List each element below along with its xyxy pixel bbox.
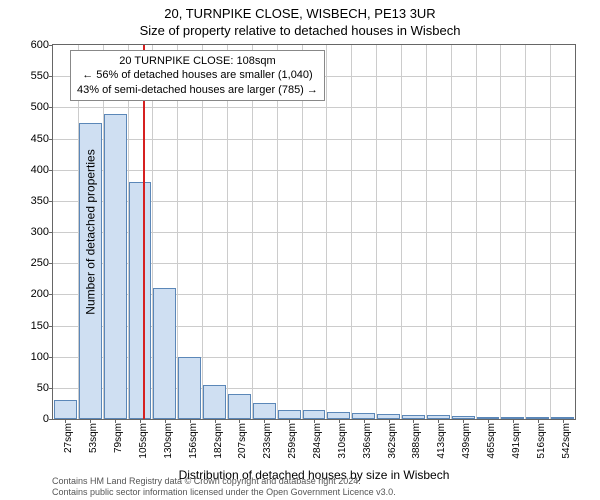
ytick-label: 300	[31, 226, 53, 238]
page-subtitle: Size of property relative to detached ho…	[0, 21, 600, 38]
xtick-label: 130sqm	[163, 423, 174, 459]
annotation-line: 43% of semi-detached houses are larger (…	[77, 83, 318, 97]
ytick-label: 600	[31, 39, 53, 51]
xtick-label: 182sqm	[213, 423, 224, 459]
gridline-h	[53, 170, 575, 171]
chart-container: 05010015020025030035040045050055060027sq…	[52, 44, 576, 420]
gridline-v	[500, 45, 501, 419]
gridline-v	[326, 45, 327, 419]
gridline-h	[53, 139, 575, 140]
footer-attribution: Contains HM Land Registry data © Crown c…	[52, 476, 396, 499]
bar	[203, 385, 226, 419]
xtick-label: 27sqm	[63, 423, 74, 453]
ytick-label: 450	[31, 133, 53, 145]
marker-line	[143, 45, 145, 419]
gridline-v	[550, 45, 551, 419]
gridline-v	[376, 45, 377, 419]
bar	[104, 114, 127, 419]
ytick-label: 550	[31, 70, 53, 82]
xtick-label: 310sqm	[337, 423, 348, 459]
xtick-label: 439sqm	[461, 423, 472, 459]
gridline-v	[252, 45, 253, 419]
ytick-label: 100	[31, 351, 53, 363]
gridline-v	[302, 45, 303, 419]
xtick-label: 259sqm	[287, 423, 298, 459]
xtick-label: 53sqm	[88, 423, 99, 453]
xtick-label: 465sqm	[486, 423, 497, 459]
gridline-v	[426, 45, 427, 419]
gridline-v	[277, 45, 278, 419]
bar	[129, 182, 152, 419]
xtick-label: 336sqm	[362, 423, 373, 459]
gridline-v	[227, 45, 228, 419]
annotation-line: 20 TURNPIKE CLOSE: 108sqm	[77, 54, 318, 68]
gridline-v	[525, 45, 526, 419]
xtick-label: 491sqm	[511, 423, 522, 459]
y-axis-label: Number of detached properties	[84, 149, 98, 314]
bar	[228, 394, 251, 419]
xtick-label: 207sqm	[237, 423, 248, 459]
gridline-v	[476, 45, 477, 419]
xtick-label: 156sqm	[188, 423, 199, 459]
gridline-h	[53, 107, 575, 108]
ytick-label: 350	[31, 195, 53, 207]
gridline-v	[451, 45, 452, 419]
bar	[54, 400, 77, 419]
ytick-label: 500	[31, 101, 53, 113]
ytick-label: 200	[31, 288, 53, 300]
gridline-v	[202, 45, 203, 419]
ytick-label: 250	[31, 257, 53, 269]
footer-line: Contains HM Land Registry data © Crown c…	[52, 476, 396, 487]
xtick-label: 516sqm	[536, 423, 547, 459]
xtick-label: 542sqm	[561, 423, 572, 459]
bar	[153, 288, 176, 419]
ytick-label: 150	[31, 320, 53, 332]
footer-line: Contains public sector information licen…	[52, 487, 396, 498]
xtick-label: 233sqm	[262, 423, 273, 459]
annotation-line: ← 56% of detached houses are smaller (1,…	[77, 68, 318, 82]
ytick-label: 0	[43, 413, 53, 425]
bar	[178, 357, 201, 419]
page-title: 20, TURNPIKE CLOSE, WISBECH, PE13 3UR	[0, 0, 600, 21]
bar	[278, 410, 301, 419]
xtick-label: 79sqm	[113, 423, 124, 453]
gridline-v	[401, 45, 402, 419]
xtick-label: 105sqm	[138, 423, 149, 459]
annotation-box: 20 TURNPIKE CLOSE: 108sqm ← 56% of detac…	[70, 50, 325, 101]
xtick-label: 284sqm	[312, 423, 323, 459]
ytick-label: 400	[31, 164, 53, 176]
xtick-label: 388sqm	[411, 423, 422, 459]
bar	[327, 412, 350, 419]
bar	[303, 410, 326, 419]
bar	[253, 403, 276, 419]
gridline-v	[351, 45, 352, 419]
xtick-label: 413sqm	[436, 423, 447, 459]
ytick-label: 50	[37, 382, 53, 394]
xtick-label: 362sqm	[387, 423, 398, 459]
